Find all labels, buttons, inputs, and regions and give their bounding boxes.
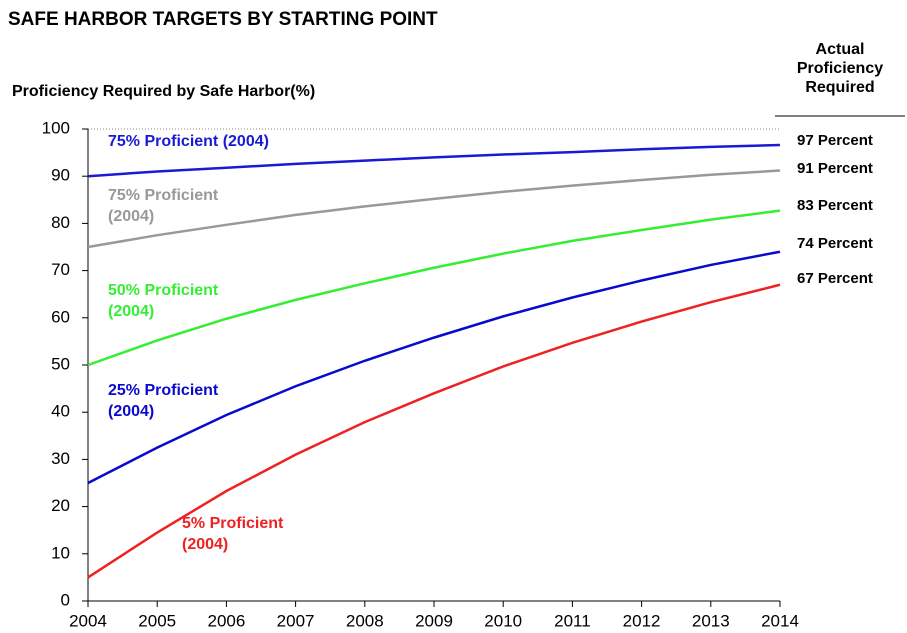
x-tick-label: 2005	[138, 611, 176, 630]
y-tick-label: 80	[51, 213, 70, 232]
series-line	[87, 143, 781, 178]
right-header: Actual Proficiency Required	[796, 41, 884, 96]
y-tick-label: 50	[51, 354, 70, 373]
series-line	[87, 209, 781, 367]
x-tick-label: 2008	[346, 611, 384, 630]
end-label: 67 Percent	[797, 270, 873, 287]
end-label: 74 Percent	[797, 235, 873, 252]
x-tick-label: 2007	[277, 611, 315, 630]
y-tick-label: 30	[51, 449, 70, 468]
x-tick-label: 2013	[692, 611, 730, 630]
series-line	[87, 283, 781, 579]
series-line	[87, 250, 781, 485]
y-tick-label: 40	[51, 402, 70, 421]
series-label: 5% Proficient (2004)	[182, 515, 284, 553]
y-tick-label: 10	[51, 543, 70, 562]
y-tick-label: 70	[51, 260, 70, 279]
chart-title: SAFE HARBOR TARGETS BY STARTING POINT	[8, 9, 438, 30]
y-tick-label: 100	[42, 118, 70, 137]
series-label: 75% Proficient (2004)	[108, 133, 269, 150]
y-tick-label: 90	[51, 166, 70, 185]
y-tick-label: 20	[51, 496, 70, 515]
end-label: 91 Percent	[797, 160, 873, 177]
x-tick-label: 2006	[207, 611, 245, 630]
x-tick-label: 2010	[484, 611, 522, 630]
end-label: 97 Percent	[797, 132, 873, 149]
series-label: 25% Proficient (2004)	[108, 382, 219, 420]
y-tick-label: 0	[61, 590, 70, 609]
end-label: 83 Percent	[797, 197, 873, 214]
series-line	[87, 169, 781, 249]
x-tick-label: 2014	[761, 611, 799, 630]
x-tick-label: 2012	[623, 611, 661, 630]
series-label: 50% Proficient (2004)	[108, 282, 219, 320]
series-label: 75% Proficient (2004)	[108, 187, 219, 225]
y-axis-label: Proficiency Required by Safe Harbor(%)	[12, 83, 315, 100]
y-tick-label: 60	[51, 307, 70, 326]
x-tick-label: 2011	[554, 611, 591, 630]
x-tick-label: 2009	[415, 611, 453, 630]
x-tick-label: 2004	[69, 611, 107, 630]
